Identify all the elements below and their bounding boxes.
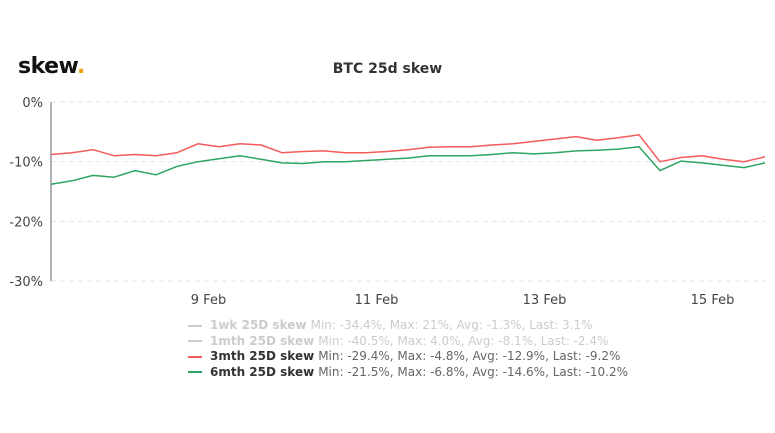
logo-dot: . xyxy=(76,54,85,79)
chart-title: BTC 25d skew xyxy=(332,61,443,77)
legend-name: 1wk 25D skew xyxy=(210,318,307,332)
legend-swatch xyxy=(188,324,202,327)
legend-name: 1mth 25D skew xyxy=(210,333,315,348)
skew-logo: skew. xyxy=(18,54,85,79)
x-tick-label: 11 Feb xyxy=(355,293,399,308)
legend-swatch xyxy=(188,340,202,343)
legend-item-6mth[interactable]: 6mth 25D skew Min: -21.5%, Max: -6.8%, Av… xyxy=(188,365,628,381)
legend-item-3mth[interactable]: 3mth 25D skew Min: -29.4%, Max: -4.8%, Av… xyxy=(188,349,628,365)
series-line-6mth xyxy=(50,146,766,186)
legend-item-1mth[interactable]: 1mth 25D skew Min: -40.5%, Max: 4.0%, Avg… xyxy=(188,334,628,350)
legend-stats: Min: -29.4%, Max: -4.8%, Avg: -12.9%, La… xyxy=(318,349,621,363)
legend-stats: Min: -40.5%, Max: 4.0%, Avg: -8.1%, Last… xyxy=(318,333,609,348)
y-tick-label: 0% xyxy=(22,96,43,111)
y-tick-label: -20% xyxy=(9,215,43,230)
x-tick-label: 15 Feb xyxy=(691,293,735,308)
x-tick-label: 13 Feb xyxy=(523,293,567,308)
legend-swatch xyxy=(188,355,202,358)
series-line-3mth xyxy=(50,134,766,163)
legend-name: 6mth 25D skew xyxy=(210,364,315,379)
legend-stats: Min: -21.5%, Max: -6.8%, Avg: -14.6%, La… xyxy=(318,364,628,379)
legend-swatch xyxy=(188,371,202,374)
legend-item-1wk[interactable]: 1wk 25D skew Min: -34.4%, Max: 21%, Avg: … xyxy=(188,318,628,334)
logo-text: skew xyxy=(18,54,77,79)
x-tick-label: 9 Feb xyxy=(191,293,226,308)
legend-stats: Min: -34.4%, Max: 21%, Avg: -1.3%, Last:… xyxy=(310,318,593,332)
legend-name: 3mth 25D skew xyxy=(210,349,315,363)
y-tick-label: -30% xyxy=(9,275,43,290)
y-tick-label: -10% xyxy=(9,156,43,171)
legend: 1wk 25D skew Min: -34.4%, Max: 21%, Avg: … xyxy=(188,318,628,380)
